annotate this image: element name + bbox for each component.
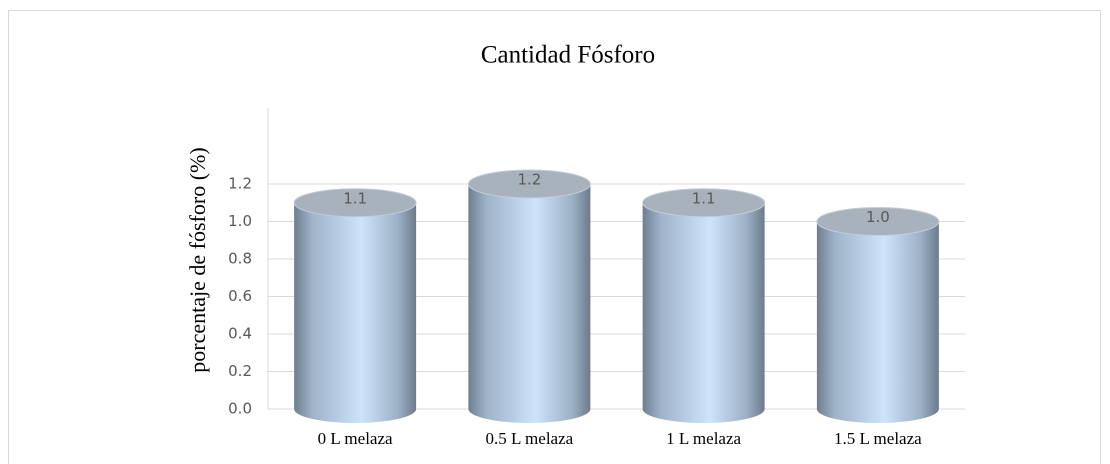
- bar: [468, 184, 591, 423]
- y-tick-label: 1.0: [228, 212, 252, 230]
- bar: [816, 221, 939, 423]
- y-axis-label: porcentaje de fósforo (%): [185, 147, 210, 372]
- x-tick-label: 1 L melaza: [666, 429, 741, 448]
- y-tick-label: 0.6: [228, 287, 252, 305]
- x-tick-label: 0.5 L melaza: [486, 429, 574, 448]
- bar-top: [467, 169, 591, 199]
- bar-top: [293, 188, 417, 218]
- data-label: 1.1: [343, 189, 367, 207]
- chart-border: [8, 10, 1101, 464]
- y-tick-label: 0.8: [228, 250, 252, 268]
- y-tick-label: 1.2: [228, 175, 252, 193]
- data-label: 1.0: [866, 208, 890, 226]
- y-tick-label: 0.4: [228, 325, 252, 343]
- data-label: 1.2: [517, 171, 541, 189]
- bar-top: [642, 188, 766, 218]
- y-tick-label: 0.0: [228, 400, 252, 418]
- bar: [642, 202, 765, 423]
- chart-title: Cantidad Fósforo: [481, 42, 655, 69]
- bar-top: [816, 207, 940, 236]
- bar: [294, 202, 417, 423]
- data-label: 1.1: [692, 189, 716, 207]
- x-tick-label: 0 L melaza: [318, 429, 393, 448]
- y-tick-label: 0.2: [228, 362, 252, 380]
- x-tick-label: 1.5 L melaza: [834, 429, 922, 448]
